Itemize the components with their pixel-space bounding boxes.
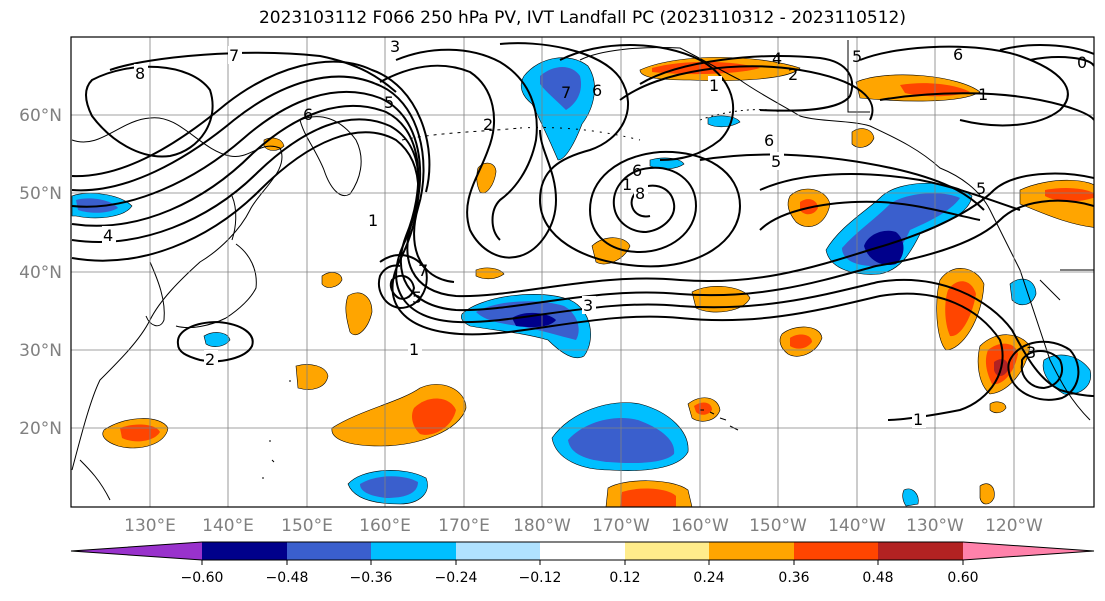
lat-label: 60°N <box>19 106 62 126</box>
lat-label: 40°N <box>19 263 62 283</box>
lon-label: 120°W <box>985 516 1043 536</box>
colorbar-extend-low <box>71 542 202 560</box>
lon-label: 140°E <box>202 516 254 536</box>
contour-label: 8 <box>635 184 645 203</box>
colorbar-swatch <box>456 542 541 560</box>
lon-label: 180°W <box>513 516 571 536</box>
contour-labels: 8 7 6 5 4 3 2 1 5 2 7 6 1 4 2 1 5 6 7 8 … <box>102 37 1087 429</box>
contour-label: 5 <box>412 288 422 307</box>
graticule <box>71 37 1094 507</box>
lon-label: 150°W <box>749 516 807 536</box>
contour-label: 4 <box>103 226 113 245</box>
colorbar-swatch <box>202 542 287 560</box>
lon-label: 140°W <box>828 516 886 536</box>
colorbar: −0.60 −0.48 −0.36 −0.24 −0.12 0.12 0.24 … <box>70 541 1095 586</box>
contour-label: 3 <box>583 296 593 315</box>
contour-label: 2 <box>788 65 798 84</box>
lon-label: 130°W <box>906 516 964 536</box>
colorbar-swatch <box>794 542 879 560</box>
colorbar-tick-label: −0.24 <box>435 570 478 586</box>
contour-label: 7 <box>561 83 571 102</box>
lon-label: 160°W <box>671 516 729 536</box>
lat-label: 50°N <box>19 184 62 204</box>
contour-label: 0 <box>1077 53 1087 72</box>
colorbar-tick-label: −0.60 <box>181 570 224 586</box>
contour-label: 5 <box>384 93 394 112</box>
lon-label: 150°E <box>281 516 333 536</box>
colorbar-tick-label: 0.60 <box>947 570 978 586</box>
contour-label: 6 <box>592 81 602 100</box>
colorbar-tick-label: 0.24 <box>693 570 724 586</box>
contour-label: 6 <box>632 161 642 180</box>
coastlines <box>71 40 1094 501</box>
colorbar-tick-label: −0.48 <box>266 570 309 586</box>
contour-label: 1 <box>913 410 923 429</box>
lon-label: 160°E <box>359 516 411 536</box>
contour-label: 1 <box>409 340 419 359</box>
contour-label: 6 <box>764 131 774 150</box>
colorbar-tick-label: −0.36 <box>350 570 393 586</box>
colorbar-tick-label: −0.12 <box>519 570 562 586</box>
contour-label: 6 <box>303 105 313 124</box>
contour-label: 8 <box>135 64 145 83</box>
lon-label: 130°E <box>124 516 176 536</box>
colorbar-swatch <box>540 542 625 560</box>
lat-label: 20°N <box>19 419 62 439</box>
contour-label: 7 <box>229 46 239 65</box>
colorbar-swatch <box>371 542 456 560</box>
page-title: 2023103112 F066 250 hPa PV, IVT Landfall… <box>258 8 906 28</box>
lat-label: 30°N <box>19 341 62 361</box>
contour-label: 1 <box>368 211 378 230</box>
colorbar-swatch <box>878 542 963 560</box>
contour-label: 3 <box>390 37 400 56</box>
colorbar-tick-label: 0.36 <box>778 570 809 586</box>
map-frame <box>70 36 1095 508</box>
contour-label: 1 <box>709 76 719 95</box>
latitude-labels: 60°N 50°N 40°N 30°N 20°N <box>19 106 62 439</box>
contour-label: 4 <box>772 49 782 68</box>
contour-label: 2 <box>483 115 493 134</box>
longitude-labels: 130°E 140°E 150°E 160°E 170°E 180°W 170°… <box>124 516 1043 536</box>
lon-label: 170°W <box>592 516 650 536</box>
pv-contours <box>71 42 1094 421</box>
colorbar-swatch <box>709 542 794 560</box>
colorbar-tick-label: 0.12 <box>609 570 640 586</box>
contour-label: 5 <box>976 179 986 198</box>
contour-label: 2 <box>205 350 215 369</box>
contour-label: 6 <box>953 45 963 64</box>
contour-label: 7 <box>418 261 428 280</box>
colorbar-tick-label: 0.48 <box>862 570 893 586</box>
contour-label: 1 <box>978 85 988 104</box>
contour-label: 3 <box>1026 343 1036 362</box>
contour-label: 5 <box>852 47 862 66</box>
colorbar-swatch <box>287 542 372 560</box>
colorbar-extend-high <box>963 542 1094 560</box>
contour-label: 5 <box>771 152 781 171</box>
colorbar-swatch <box>625 542 710 560</box>
lon-label: 170°E <box>438 516 490 536</box>
contour-label: 1 <box>622 175 632 194</box>
